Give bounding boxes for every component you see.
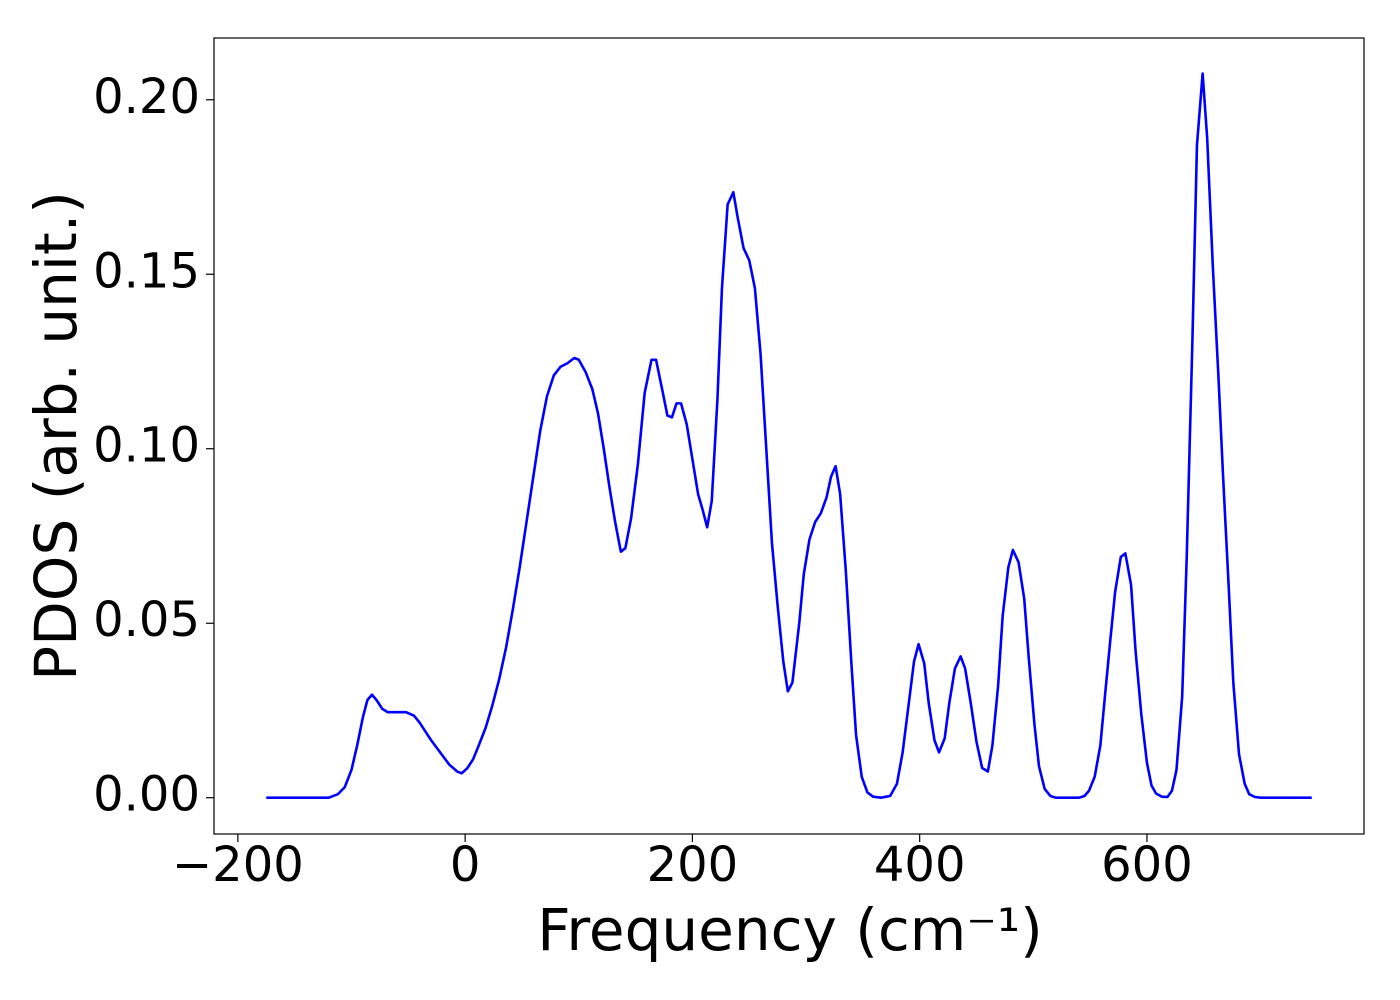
y-tick-label: 0.05 xyxy=(93,592,200,648)
y-tick-label: 0.10 xyxy=(93,418,200,474)
y-tick-label: 0.15 xyxy=(93,243,200,299)
plot-frame xyxy=(213,37,1365,835)
data-line xyxy=(266,72,1312,800)
y-tick-label: 0.00 xyxy=(93,767,200,823)
x-tick-label: 600 xyxy=(1101,837,1193,893)
x-tick-label: 0 xyxy=(450,837,481,893)
x-tick-label: 200 xyxy=(647,837,739,893)
x-tick-label: −200 xyxy=(172,837,304,893)
x-tick-label: 400 xyxy=(874,837,966,893)
x-axis-label: Frequency (cm⁻¹) xyxy=(537,896,1043,964)
y-tick-label: 0.20 xyxy=(93,69,200,125)
y-axis-label: PDOS (arb. unit.) xyxy=(22,191,90,681)
